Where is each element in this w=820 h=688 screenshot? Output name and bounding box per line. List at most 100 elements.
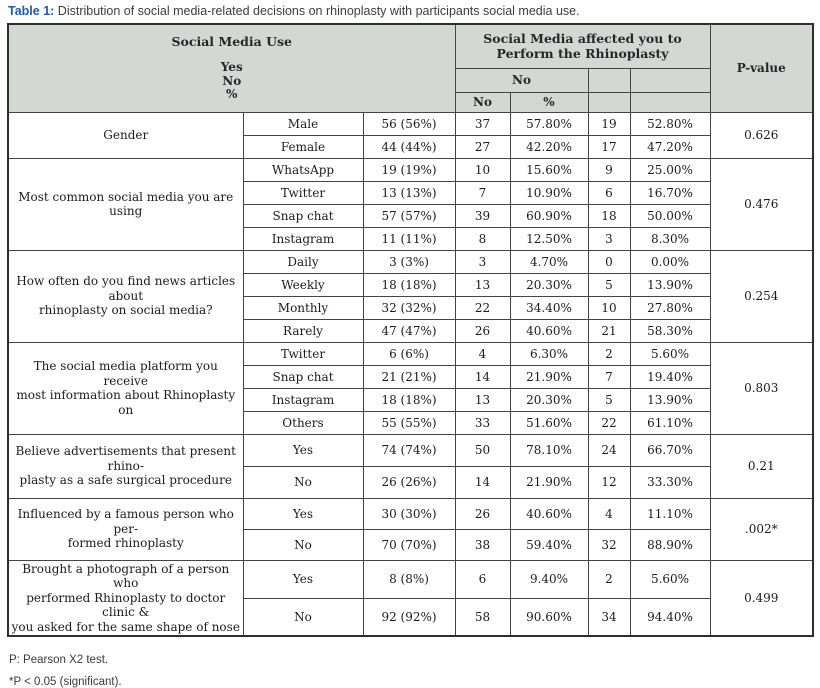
category-cell: Twitter (242, 341, 364, 366)
no-n-cell: 33 (454, 410, 511, 435)
item-label-cell: Gender (7, 111, 244, 159)
no-n-cell: 37 (454, 111, 511, 136)
no-n-cell: 22 (454, 295, 511, 320)
no-pct-cell: 59.40% (509, 528, 589, 561)
item-label-cell: Believe advertisements that present rhin… (7, 433, 244, 499)
table-row: The social media platform you receive mo… (7, 341, 814, 435)
yes-pct-cell: 27.80% (629, 295, 711, 320)
footnotes: P: Pearson X2 test. *P < 0.05 (significa… (9, 654, 813, 688)
yes-pct-cell: 66.70% (629, 433, 711, 467)
table-row: Influenced by a famous person who per- f… (7, 497, 814, 561)
footnote-pearson: P: Pearson X2 test. (9, 654, 109, 666)
n-percent-cell: 44 (44%) (362, 134, 456, 159)
no-pct-cell: 40.60% (509, 497, 589, 530)
yes-n-cell: 34 (587, 597, 631, 637)
no-n-cell: 6 (454, 559, 511, 599)
yes-n-cell: 12 (587, 465, 631, 499)
category-cell: Others (242, 410, 364, 435)
category-cell: Yes (242, 497, 364, 530)
yes-n-cell: 4 (587, 497, 631, 530)
empty-header-cell (629, 67, 711, 93)
p-value-cell: 0.254 (709, 249, 814, 343)
social-media-use-header-cell: Social Media Use Yes No % (7, 23, 456, 113)
n-percent-cell: 56 (56%) (362, 111, 456, 136)
table-row: Female 44 (44%) 27 42.20% 17 47.20% (8, 134, 813, 159)
yes-n-cell: 22 (587, 410, 631, 435)
table-row: How often do you find news articles abou… (7, 249, 814, 343)
category-cell: Male (242, 111, 364, 136)
no-n-header-cell: No (454, 91, 511, 113)
empty-header-cell (587, 67, 631, 93)
no-pct-cell: 57.80% (509, 111, 589, 136)
yes-pct-cell: 5.60% (629, 559, 711, 599)
table-row: Snap chat 21 (21%) 14 21.90% 7 19.40% (8, 364, 813, 389)
yes-pct-cell: 0.00% (629, 249, 711, 274)
no-pct-cell: 60.90% (509, 203, 589, 228)
no-n-cell: 4 (454, 341, 511, 366)
empty-header-cell (629, 91, 711, 113)
table-row: No 70 (70%) 38 59.40% 32 88.90% (8, 528, 813, 561)
no-pct-cell: 12.50% (509, 226, 589, 251)
p-value-header-cell: P-value (709, 23, 814, 113)
category-cell: Snap chat (242, 203, 364, 228)
n-percent-cell: 13 (13%) (362, 180, 456, 205)
yes-n-cell: 6 (587, 180, 631, 205)
yes-pct-cell: 47.20% (629, 134, 711, 159)
no-pct-cell: 21.90% (509, 465, 589, 499)
no-group-header-cell: No (454, 67, 589, 93)
table-caption-label: Table 1: (8, 4, 55, 18)
yes-pct-cell: 19.40% (629, 364, 711, 389)
yes-n-cell: 2 (587, 559, 631, 599)
category-cell: No (242, 528, 364, 561)
yes-n-cell: 7 (587, 364, 631, 389)
yes-pct-cell: 5.60% (629, 341, 711, 366)
category-cell: Yes (242, 433, 364, 467)
table-row: Gender Male 56 (56%) 37 57.80% 19 52.80% 0.626 (7, 111, 814, 159)
category-cell: Daily (242, 249, 364, 274)
yes-n-cell: 10 (587, 295, 631, 320)
no-pct-cell: 4.70% (509, 249, 589, 274)
table-header: Social Media Use Yes No % Social Media a… (7, 23, 814, 113)
table-row: Believe advertisements that present rhin… (7, 433, 814, 499)
category-cell: Weekly (242, 272, 364, 297)
no-n-cell: 3 (454, 249, 511, 274)
p-value-cell: 0.803 (709, 341, 814, 435)
no-pct-cell: 15.60% (509, 157, 589, 182)
n-percent-cell: 19 (19%) (362, 157, 456, 182)
category-cell: Female (242, 134, 364, 159)
distribution-table: Social Media Use Yes No % Social Media a… (7, 23, 814, 637)
no-pct-cell: 21.90% (509, 364, 589, 389)
no-pct-cell: 90.60% (509, 597, 589, 637)
n-percent-cell: 21 (21%) (362, 364, 456, 389)
category-cell: No (242, 465, 364, 499)
yes-n-cell: 21 (587, 318, 631, 343)
yes-pct-cell: 50.00% (629, 203, 711, 228)
p-value-cell: 0.476 (709, 157, 814, 251)
no-n-cell: 8 (454, 226, 511, 251)
no-pct-cell: 20.30% (509, 272, 589, 297)
n-percent-cell: 3 (3%) (362, 249, 456, 274)
affected-group-header-cell: Social Media affected you to Perform the… (454, 23, 711, 69)
yes-n-cell: 3 (587, 226, 631, 251)
category-cell: Monthly (242, 295, 364, 320)
footnote-significance: *P < 0.05 (significant). (9, 676, 122, 688)
yes-pct-cell: 33.30% (629, 465, 711, 499)
header-row-3: No % (8, 91, 813, 113)
p-value-cell: 0.21 (709, 433, 814, 499)
category-cell: Instagram (242, 387, 364, 412)
item-label-cell: Most common social media you are using (7, 157, 244, 251)
category-cell: WhatsApp (242, 157, 364, 182)
no-pct-cell: 78.10% (509, 433, 589, 467)
n-percent-cell: 32 (32%) (362, 295, 456, 320)
social-media-use-title: Social Media Use (171, 34, 293, 49)
yes-n-cell: 5 (587, 387, 631, 412)
p-value-cell: .002* (709, 497, 814, 561)
n-percent-cell: 18 (18%) (362, 272, 456, 297)
category-cell: Snap chat (242, 364, 364, 389)
yes-pct-cell: 13.90% (629, 272, 711, 297)
table-body: Gender Male 56 (56%) 37 57.80% 19 52.80% 0.626 F… (7, 111, 814, 637)
no-n-cell: 10 (454, 157, 511, 182)
no-pct-cell: 20.30% (509, 387, 589, 412)
n-percent-cell: 92 (92%) (362, 597, 456, 637)
table-row: Weekly 18 (18%) 13 20.30% 5 13.90% (8, 272, 813, 297)
